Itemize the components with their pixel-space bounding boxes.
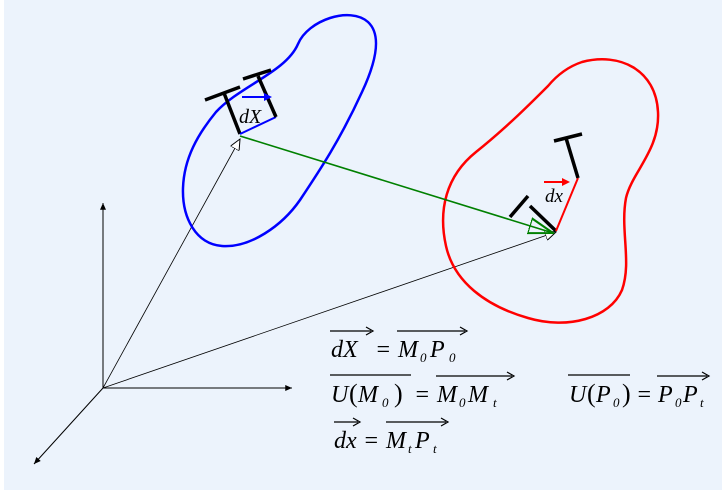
svg-text:dx: dx	[334, 428, 357, 454]
deformed-configuration-outline	[441, 58, 660, 324]
position-vector-mt	[102, 232, 556, 389]
svg-text:M: M	[357, 382, 380, 408]
svg-text:M: M	[385, 428, 408, 454]
equation-dX: dX = M 0 P 0	[330, 326, 469, 365]
diagram-background	[4, 0, 722, 490]
svg-text:P: P	[595, 382, 611, 408]
svg-text:=: =	[636, 382, 652, 408]
x-axis	[33, 387, 104, 465]
svg-text:P: P	[682, 382, 698, 408]
svg-text:dX: dX	[331, 337, 359, 363]
dx-arrow-head	[562, 178, 570, 186]
svg-text:t: t	[700, 395, 704, 410]
svg-text:(: (	[349, 379, 358, 408]
svg-text:U: U	[331, 382, 350, 408]
equation-U-P0: U ( P 0 ) = P 0 P t	[568, 371, 711, 410]
svg-text:): )	[622, 379, 631, 408]
svg-text:P: P	[429, 337, 445, 363]
displacement-vector	[239, 135, 553, 233]
svg-text:P: P	[657, 382, 673, 408]
svg-text:=: =	[363, 428, 379, 454]
svg-text:0: 0	[449, 350, 456, 365]
deformed-material-fiber	[508, 132, 583, 233]
svg-text:M: M	[436, 382, 459, 408]
dx-label: dx	[545, 186, 564, 207]
svg-text:P: P	[414, 428, 430, 454]
svg-text:): )	[394, 379, 403, 408]
svg-text:t: t	[408, 441, 412, 456]
coordinate-axes	[33, 203, 292, 465]
svg-text:0: 0	[613, 395, 620, 410]
svg-text:=: =	[375, 337, 391, 363]
reference-configuration-outline	[181, 13, 378, 248]
equation-dx: dx = M t P t	[334, 417, 450, 456]
dX-arrow-head	[264, 93, 272, 101]
svg-text:0: 0	[382, 395, 389, 410]
reference-material-fiber	[204, 68, 278, 135]
dX-label: dX	[239, 106, 262, 128]
svg-text:0: 0	[675, 395, 682, 410]
svg-text:U: U	[569, 382, 588, 408]
svg-text:t: t	[493, 395, 497, 410]
equation-U-M0: U ( M 0 ) = M 0 M t	[330, 371, 516, 410]
svg-text:t: t	[433, 441, 437, 456]
svg-text:M: M	[467, 382, 490, 408]
svg-text:(: (	[587, 379, 596, 408]
svg-text:0: 0	[420, 350, 427, 365]
svg-text:0: 0	[459, 395, 466, 410]
svg-text:M: M	[397, 337, 420, 363]
position-vector-m0	[102, 139, 240, 389]
svg-text:=: =	[414, 382, 430, 408]
